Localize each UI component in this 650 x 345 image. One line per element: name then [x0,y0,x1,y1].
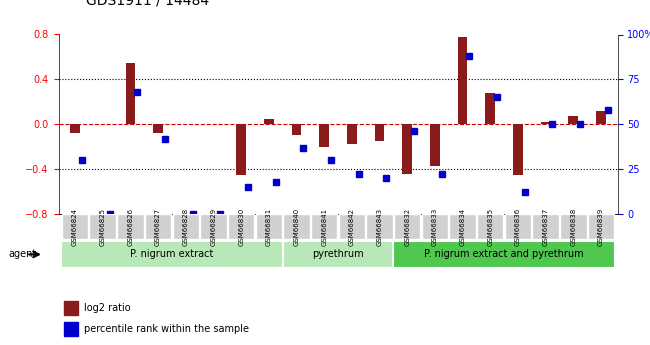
FancyBboxPatch shape [560,215,586,239]
FancyBboxPatch shape [200,215,227,239]
FancyBboxPatch shape [61,241,283,268]
Bar [486,93,495,124]
FancyBboxPatch shape [366,215,393,239]
Bar [64,322,78,336]
Text: GSM66841: GSM66841 [321,208,327,246]
Bar [319,124,329,147]
Text: log2 ratio: log2 ratio [84,303,130,313]
Text: GSM66828: GSM66828 [183,208,188,246]
FancyBboxPatch shape [172,215,199,239]
Text: GSM66831: GSM66831 [266,208,272,246]
Text: GSM66839: GSM66839 [598,208,604,246]
Bar [568,116,578,124]
Text: GSM66824: GSM66824 [72,208,78,246]
FancyBboxPatch shape [62,215,88,239]
Text: GDS1911 / 14484: GDS1911 / 14484 [86,0,209,8]
Text: percentile rank within the sample: percentile rank within the sample [84,324,249,334]
FancyBboxPatch shape [255,215,282,239]
Bar [541,122,551,124]
FancyBboxPatch shape [339,215,365,239]
Text: agent: agent [9,249,37,259]
FancyBboxPatch shape [393,241,615,268]
FancyBboxPatch shape [90,215,116,239]
FancyBboxPatch shape [311,215,337,239]
FancyBboxPatch shape [422,215,448,239]
Text: GSM66830: GSM66830 [238,208,244,246]
Text: P. nigrum extract: P. nigrum extract [130,249,214,259]
Bar [513,124,523,175]
Bar [374,124,384,141]
Bar [64,301,78,315]
Bar [347,124,357,144]
Text: P. nigrum extract and pyrethrum: P. nigrum extract and pyrethrum [424,249,584,259]
Text: GSM66829: GSM66829 [211,208,216,246]
FancyBboxPatch shape [117,215,144,239]
Bar [237,124,246,175]
FancyBboxPatch shape [394,215,421,239]
Text: GSM66832: GSM66832 [404,208,410,246]
Text: GSM66834: GSM66834 [460,208,465,246]
Text: GSM66833: GSM66833 [432,208,438,246]
FancyBboxPatch shape [532,215,559,239]
Text: pyrethrum: pyrethrum [312,249,364,259]
FancyBboxPatch shape [228,215,254,239]
Text: GSM66826: GSM66826 [127,208,133,246]
Text: GSM66837: GSM66837 [543,208,549,246]
Text: GSM66838: GSM66838 [570,208,576,246]
FancyBboxPatch shape [283,215,310,239]
FancyBboxPatch shape [477,215,504,239]
FancyBboxPatch shape [449,215,476,239]
Bar [70,124,80,133]
FancyBboxPatch shape [588,215,614,239]
Bar [402,124,412,174]
Bar [596,111,606,124]
Text: GSM66827: GSM66827 [155,208,161,246]
FancyBboxPatch shape [145,215,172,239]
Text: GSM66842: GSM66842 [349,208,355,246]
Bar [125,62,135,124]
Bar [153,124,163,133]
Bar [430,124,439,166]
FancyBboxPatch shape [283,241,393,268]
Bar [458,37,467,124]
Text: GSM66836: GSM66836 [515,208,521,246]
Bar [292,124,302,135]
FancyBboxPatch shape [504,215,531,239]
Text: GSM66835: GSM66835 [488,208,493,246]
Bar [264,119,274,124]
Text: GSM66843: GSM66843 [376,208,382,246]
Text: GSM66840: GSM66840 [294,208,300,246]
Text: GSM66825: GSM66825 [100,208,106,246]
